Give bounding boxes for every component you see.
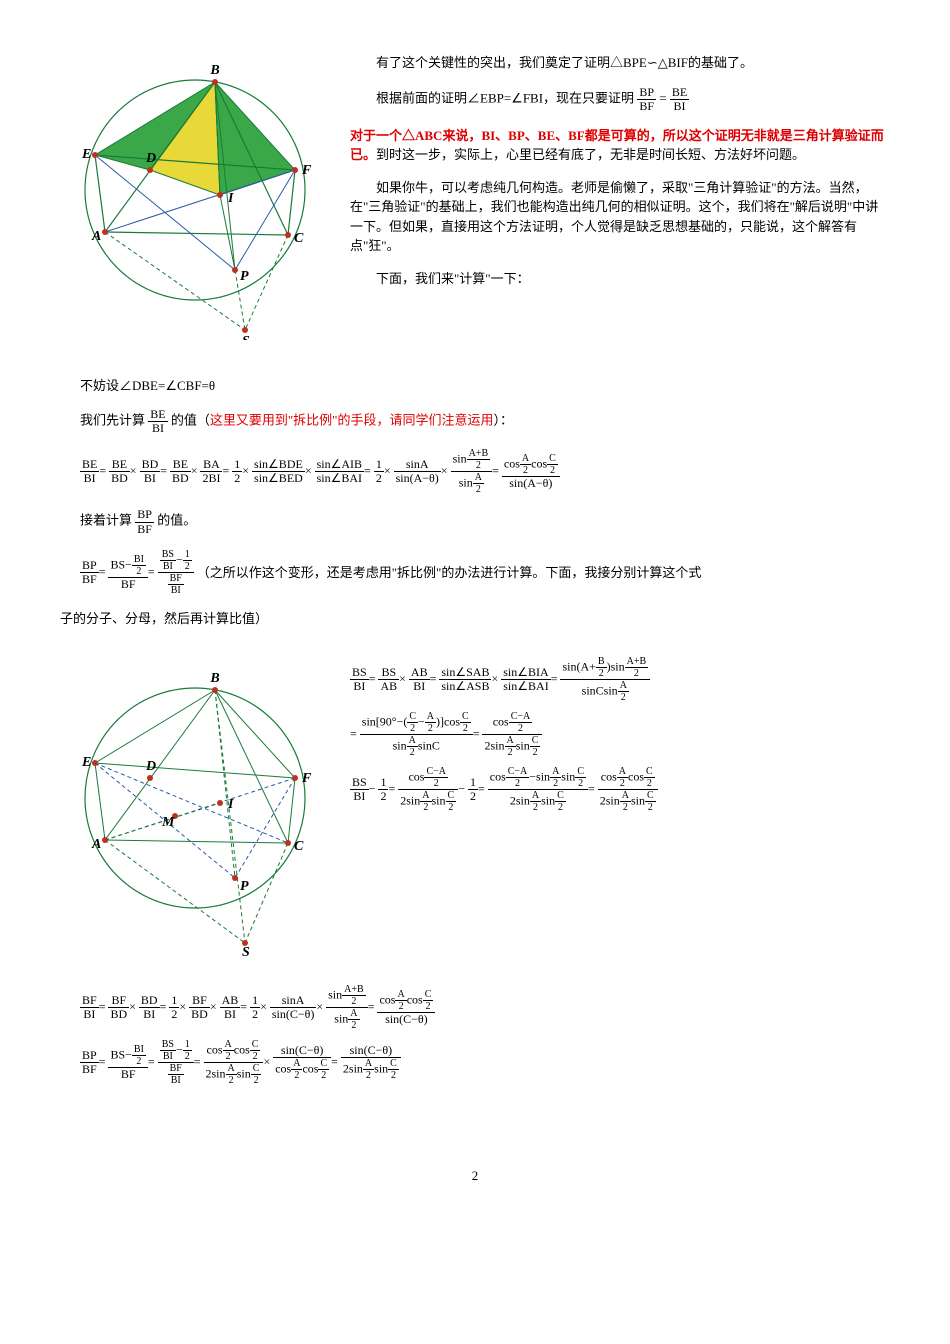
svg-text:F: F bbox=[301, 771, 312, 786]
eq-bf-bi: BFBI= BFBD× BDBI= 12× BFBD× ABBI= 12× si… bbox=[80, 984, 890, 1031]
mid-section: B E F A C D I M P S BSBI= BSAB× ABBI= si… bbox=[60, 648, 890, 964]
svg-text:E: E bbox=[81, 147, 91, 162]
eq-bs-bi: BSBI= BSAB× ABBI= sin∠SABsin∠ASB× sin∠BI… bbox=[350, 656, 890, 703]
svg-text:E: E bbox=[81, 755, 91, 770]
calc-bp-bf-line: 接着计算 BPBF 的值。 bbox=[80, 508, 890, 535]
svg-text:C: C bbox=[294, 231, 304, 246]
diagram-2: B E F A C D I M P S bbox=[60, 648, 330, 964]
page-number: 2 bbox=[60, 1166, 890, 1186]
p3: 对于一个△ABC来说，BI、BP、BE、BF都是可算的，所以这个证明无非就是三角… bbox=[350, 126, 890, 165]
svg-text:S: S bbox=[242, 945, 250, 958]
calc-be-bi-line: 我们先计算 BEBI 的值（这里又要用到"拆比例"的手段，请同学们注意运用）： bbox=[80, 408, 890, 435]
p1: 有了这个关键性的突出，我们奠定了证明△BPE∽△BIF的基础了。 bbox=[350, 53, 890, 73]
svg-text:A: A bbox=[91, 229, 101, 244]
svg-text:I: I bbox=[227, 191, 234, 206]
eq-bs-bi-half: BSBI− 12= cosC−A2 2sinA2sinC2 − 12= cosC… bbox=[350, 766, 890, 813]
svg-text:D: D bbox=[145, 151, 156, 166]
eq-bp-bf-final: BPBF= BS−BI2 BF = BSBI−12 BFBI = cosA2co… bbox=[80, 1039, 890, 1086]
diagram-1: B E F A C D I P S bbox=[60, 40, 330, 346]
frac-be-bi: BEBI bbox=[670, 86, 689, 113]
svg-text:D: D bbox=[145, 759, 156, 774]
geometry-figure-2: B E F A C D I M P S bbox=[60, 648, 330, 958]
svg-text:B: B bbox=[209, 63, 219, 78]
svg-text:S: S bbox=[242, 334, 250, 340]
svg-text:A: A bbox=[91, 837, 101, 852]
svg-text:F: F bbox=[301, 163, 312, 178]
body-text: 不妨设∠DBE=∠CBF=θ 我们先计算 BEBI 的值（这里又要用到"拆比例"… bbox=[80, 376, 890, 629]
p2: 根据前面的证明∠EBP=∠FBI，现在只要证明 BPBF = BEBI bbox=[350, 86, 890, 113]
bp-bf-note2: 子的分子、分母，然后再计算比值） bbox=[60, 609, 890, 629]
p5: 下面，我们来"计算"一下： bbox=[350, 269, 890, 289]
svg-text:P: P bbox=[240, 879, 249, 894]
svg-text:I: I bbox=[227, 797, 234, 812]
mid-equations: BSBI= BSAB× ABBI= sin∠SABsin∠ASB× sin∠BI… bbox=[350, 648, 890, 964]
eq-bs-bi-2: = sin[90°−(C2−A2)]cosC2 sinA2sinC = cosC… bbox=[350, 711, 890, 758]
geometry-figure-1: B E F A C D I P S bbox=[60, 40, 330, 340]
eq-bp-bf-transform: BPBF= BS−BI2 BF = BSBI−12 BFBI （之所以作这个变形… bbox=[80, 549, 890, 596]
svg-text:P: P bbox=[240, 269, 249, 284]
svg-text:M: M bbox=[161, 815, 175, 830]
bottom-equations: BFBI= BFBD× BDBI= 12× BFBD× ABBI= 12× si… bbox=[80, 984, 890, 1086]
assume-line: 不妨设∠DBE=∠CBF=θ bbox=[80, 376, 890, 396]
svg-text:C: C bbox=[294, 839, 304, 854]
top-section: B E F A C D I P S 有了这个关键性的突出，我们奠定了证明△BPE… bbox=[60, 40, 890, 346]
eq-be-bi: BEBI= BEBD× BDBI= BEBD× BA2BI= 12× sin∠B… bbox=[80, 448, 890, 495]
p4: 如果你牛，可以考虑纯几何构造。老师是偷懒了，采取"三角计算验证"的方法。当然，在… bbox=[350, 178, 890, 256]
top-text: 有了这个关键性的突出，我们奠定了证明△BPE∽△BIF的基础了。 根据前面的证明… bbox=[350, 40, 890, 346]
svg-text:B: B bbox=[209, 671, 219, 686]
frac-bp-bf: BPBF bbox=[637, 86, 656, 113]
